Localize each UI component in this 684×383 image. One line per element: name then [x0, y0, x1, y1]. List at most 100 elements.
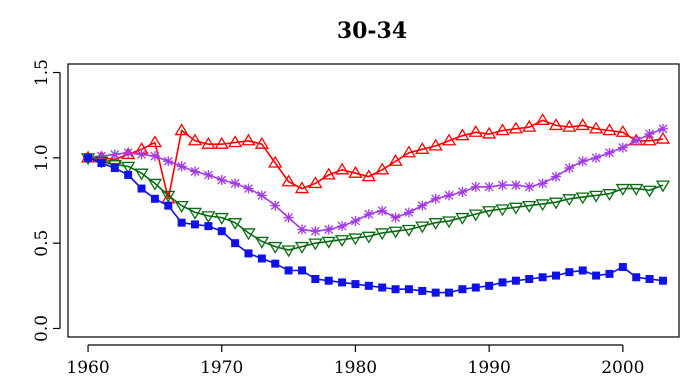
data-point — [470, 181, 481, 192]
data-point — [268, 155, 283, 168]
data-point — [294, 241, 310, 254]
data-point — [550, 171, 561, 182]
data-point — [417, 200, 428, 211]
data-point — [363, 209, 374, 220]
data-point — [177, 218, 186, 227]
data-point — [268, 241, 283, 254]
chart-title: 30-34 — [337, 18, 407, 44]
data-point — [588, 190, 604, 203]
data-point — [415, 221, 430, 234]
data-point — [201, 211, 216, 224]
data-point — [310, 226, 321, 237]
data-point — [618, 263, 627, 272]
data-point — [176, 161, 187, 172]
data-point — [338, 278, 347, 287]
data-point — [577, 156, 588, 167]
y-tick-label: 1.5 — [32, 59, 52, 86]
data-point — [444, 190, 455, 201]
data-point — [254, 136, 270, 149]
data-point — [428, 218, 443, 230]
data-point — [458, 285, 467, 294]
data-point — [508, 202, 524, 215]
data-point — [388, 226, 403, 239]
data-point — [321, 167, 336, 180]
data-point — [283, 212, 294, 223]
data-point — [482, 206, 497, 219]
data-point — [201, 136, 216, 149]
data-point — [241, 228, 256, 241]
data-point — [538, 273, 547, 282]
series-line — [88, 119, 664, 199]
data-point — [217, 227, 226, 236]
data-point — [109, 149, 120, 160]
data-point — [254, 236, 270, 249]
data-point — [602, 189, 617, 201]
data-point — [174, 123, 189, 136]
data-point — [629, 183, 644, 196]
data-point — [445, 288, 454, 297]
data-point — [605, 269, 614, 278]
data-point — [364, 281, 373, 290]
data-point — [565, 268, 574, 277]
data-point — [388, 153, 403, 166]
data-point — [191, 220, 200, 229]
data-point — [655, 180, 671, 193]
data-point — [281, 174, 296, 187]
data-point — [401, 145, 417, 158]
data-point — [484, 181, 495, 192]
data-point — [495, 204, 510, 217]
x-tick-label: 2000 — [601, 358, 644, 378]
data-point — [482, 126, 497, 139]
data-point — [378, 283, 387, 292]
data-point — [537, 178, 548, 189]
data-point — [204, 222, 213, 231]
data-point — [256, 190, 267, 201]
data-point — [592, 271, 601, 280]
series-layer — [80, 113, 671, 297]
data-point — [404, 285, 413, 294]
data-point — [311, 274, 320, 283]
data-point — [485, 281, 494, 290]
x-tick-label: 1990 — [468, 358, 511, 378]
data-point — [348, 233, 363, 246]
data-point — [271, 259, 280, 268]
data-point — [110, 164, 119, 173]
series-blue — [84, 153, 667, 297]
series-line — [87, 157, 664, 294]
data-point — [508, 121, 524, 134]
data-point — [308, 176, 323, 189]
series-line — [87, 128, 664, 233]
data-point — [244, 249, 253, 258]
data-point — [457, 186, 468, 197]
data-point — [645, 274, 654, 283]
data-point — [522, 200, 537, 213]
data-point — [441, 133, 457, 146]
data-point — [602, 123, 617, 136]
data-point — [231, 239, 240, 248]
data-point — [137, 184, 146, 193]
data-point — [284, 266, 293, 275]
data-point — [510, 180, 521, 191]
data-point — [227, 218, 243, 230]
data-point — [123, 147, 134, 158]
data-point — [418, 286, 427, 295]
data-point — [591, 152, 602, 163]
x-tick-label: 1960 — [66, 358, 109, 378]
x-tick-label: 1980 — [334, 358, 377, 378]
data-point — [163, 156, 174, 167]
data-point — [337, 221, 348, 232]
data-point — [455, 128, 470, 141]
data-point — [294, 181, 310, 194]
data-point — [121, 161, 136, 174]
data-point — [431, 288, 440, 297]
data-point — [617, 142, 628, 153]
data-point — [323, 224, 334, 235]
series-green — [80, 153, 671, 258]
y-axis: 0.0 0.5 1.0 1.5 — [32, 59, 61, 342]
data-point — [84, 153, 93, 162]
data-point — [334, 162, 350, 175]
data-point — [562, 194, 577, 207]
data-point — [308, 238, 323, 251]
data-point — [615, 183, 630, 196]
